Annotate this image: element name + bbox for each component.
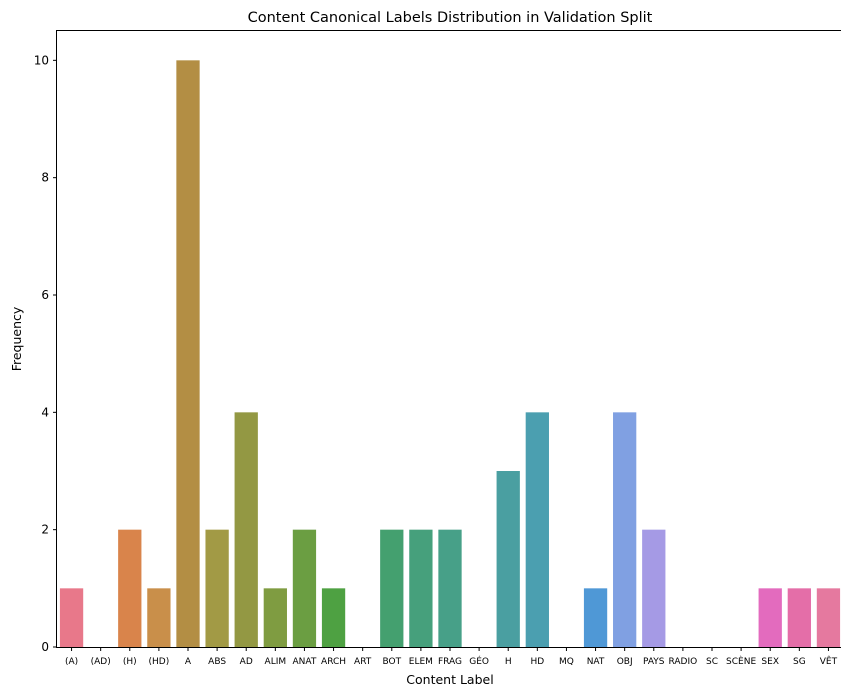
- bar-NAT: [583, 588, 608, 647]
- x-tick-label: OBJ: [617, 657, 633, 667]
- bar-ARCH: [321, 588, 346, 647]
- x-tick-label: A: [185, 657, 192, 667]
- x-tick-label: (HD): [149, 657, 170, 667]
- bar-SG: [787, 588, 811, 647]
- plot-frame: [56, 30, 841, 648]
- bar-SEX: [758, 588, 782, 647]
- y-tick-label: 6: [41, 288, 49, 302]
- y-tick-label: 2: [41, 523, 49, 537]
- x-tick-label: (A): [65, 657, 78, 667]
- x-tick-label: ARCH: [321, 657, 346, 667]
- x-tick-label: NAT: [587, 657, 605, 667]
- bar-(H): [118, 529, 142, 647]
- x-tick-label: RADIO: [669, 657, 698, 667]
- x-tick-label: BOT: [382, 657, 401, 667]
- bar-VÊT: [816, 588, 841, 647]
- bar-ANAT: [292, 529, 317, 647]
- x-tick-label: FRAG: [438, 657, 462, 667]
- bar-PAYS: [642, 529, 666, 647]
- bar-A: [176, 60, 200, 648]
- x-tick-label: AD: [240, 657, 253, 667]
- bar-ALIM: [263, 588, 287, 647]
- x-tick-label: HD: [530, 657, 544, 667]
- y-axis-title: Frequency: [9, 306, 24, 371]
- bar-BOT: [380, 529, 404, 647]
- x-tick-label: ABS: [208, 657, 226, 667]
- bar-AD: [234, 412, 258, 647]
- x-tick-label: PAYS: [643, 657, 665, 667]
- x-tick-label: SG: [793, 657, 806, 667]
- x-tick-label: (H): [123, 657, 137, 667]
- y-tick-label: 4: [41, 405, 49, 419]
- x-axis-ticks: (A) (AD) (H) (HD) A ABS AD ALIM ANAT ARCH ART BOT EL…: [65, 647, 838, 667]
- bar-ABS: [205, 529, 229, 647]
- y-axis-ticks: 0 2 4 6 8 10: [34, 53, 57, 654]
- bar-H: [496, 471, 520, 647]
- x-tick-label: ELEM: [409, 657, 433, 667]
- bar-ELEM: [409, 529, 433, 647]
- x-tick-label: SC: [706, 657, 718, 667]
- x-tick-label: SCÈNE: [726, 655, 756, 667]
- y-tick-label: 10: [34, 53, 49, 67]
- bar-(HD): [147, 588, 171, 647]
- bar-(A): [59, 588, 84, 647]
- bar-OBJ: [613, 412, 637, 647]
- x-tick-label: (AD): [91, 657, 111, 667]
- x-tick-label: MQ: [559, 657, 574, 667]
- x-tick-label: H: [505, 657, 512, 667]
- x-axis-title: Content Label: [406, 672, 493, 687]
- x-tick-label: GÉO: [469, 655, 489, 667]
- x-tick-label: ANAT: [293, 657, 317, 667]
- y-tick-label: 8: [41, 171, 49, 185]
- bar-FRAG: [438, 529, 462, 647]
- bar-HD: [525, 412, 549, 647]
- x-tick-label: ALIM: [265, 657, 287, 667]
- x-tick-label: VÊT: [820, 655, 838, 667]
- x-tick-label: ART: [354, 657, 372, 667]
- chart-title: Content Canonical Labels Distribution in…: [248, 10, 653, 26]
- x-tick-label: SEX: [761, 657, 779, 667]
- bars-group: [59, 60, 841, 648]
- y-tick-label: 0: [41, 640, 49, 654]
